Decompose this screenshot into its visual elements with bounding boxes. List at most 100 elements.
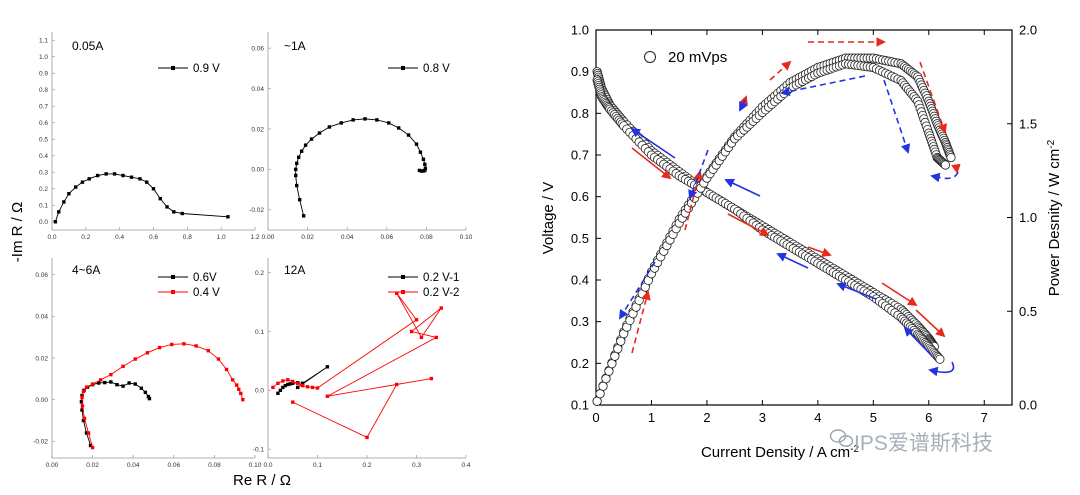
x-tick-label: 0.4 bbox=[115, 234, 124, 241]
data-point bbox=[158, 196, 162, 201]
data-point bbox=[278, 388, 283, 393]
data-point bbox=[291, 381, 295, 385]
y-tick-label: 0.06 bbox=[251, 45, 264, 52]
data-point bbox=[409, 329, 414, 334]
data-point bbox=[80, 395, 84, 400]
y-tick-label: 0.4 bbox=[39, 153, 48, 160]
x-tick-label: 0.08 bbox=[420, 234, 433, 241]
x-tick-label: 0.2 bbox=[362, 462, 371, 469]
shared-y-label: -Im R / Ω bbox=[9, 202, 26, 262]
data-point bbox=[239, 391, 243, 396]
x-tick-label: 7 bbox=[981, 410, 988, 425]
data-point bbox=[80, 404, 85, 408]
data-point bbox=[53, 220, 58, 224]
data-point bbox=[305, 385, 310, 389]
x-tick-label: 0.2 bbox=[81, 234, 90, 241]
data-point bbox=[112, 172, 117, 176]
legend-label: 0.2 V-2 bbox=[423, 287, 459, 299]
y-tick-label: 0.2 bbox=[39, 186, 48, 193]
y-tick-label: 0.02 bbox=[35, 355, 48, 362]
x-tick-label: 3 bbox=[759, 410, 766, 425]
data-point bbox=[417, 168, 422, 173]
data-point bbox=[81, 389, 86, 394]
x-tick-label: 0.06 bbox=[380, 234, 393, 241]
data-point bbox=[133, 357, 137, 361]
data-point bbox=[139, 386, 144, 390]
y-tick-label: 0.7 bbox=[39, 104, 48, 111]
data-point bbox=[121, 384, 125, 388]
scan-arrow-backward bbox=[688, 149, 709, 200]
x-tick-label: 0.10 bbox=[460, 234, 473, 241]
watermark-text: IPS爱谱斯科技 bbox=[854, 432, 993, 455]
x-tick-label: 0 bbox=[592, 410, 599, 425]
y-tick-label: 0.8 bbox=[571, 106, 589, 121]
y-tick-label: 0.5 bbox=[39, 137, 48, 144]
y2-tick-label: 2.0 bbox=[1019, 23, 1037, 38]
data-point bbox=[296, 155, 301, 159]
y-tick-label: 0.9 bbox=[571, 64, 589, 79]
data-point bbox=[406, 133, 411, 137]
y-tick-label: 0.2 bbox=[255, 270, 264, 277]
data-point bbox=[395, 382, 399, 387]
data-point bbox=[90, 382, 95, 386]
data-point bbox=[276, 391, 280, 395]
data-point bbox=[365, 435, 369, 440]
data-point bbox=[295, 161, 299, 166]
data-point bbox=[375, 118, 379, 122]
x-tick-label: 0.6 bbox=[149, 234, 158, 241]
data-point bbox=[86, 431, 91, 435]
legend-marker bbox=[171, 275, 175, 279]
data-point bbox=[423, 162, 427, 167]
data-point bbox=[281, 385, 285, 390]
x-tick-label: 0.02 bbox=[86, 462, 99, 469]
data-point bbox=[935, 354, 945, 364]
unit-superscript: -2 bbox=[850, 444, 859, 455]
data-point bbox=[303, 143, 308, 147]
eis-panel-12a: 0.0 0.1 0.2 0.3 0.4 -0.1 0.0 0.1 0.2 12A 0.2 V-1 0.… bbox=[253, 258, 471, 469]
data-point bbox=[299, 149, 304, 153]
data-point bbox=[109, 372, 113, 377]
data-point bbox=[300, 383, 305, 388]
x-tick-label: 0.0 bbox=[47, 234, 56, 241]
legend-label: 20 mVps bbox=[668, 49, 727, 66]
y-tick-label: 0.02 bbox=[251, 126, 264, 133]
x-axis-label: Current Density / A cm-2 bbox=[701, 444, 860, 461]
y-tick-label: 0.6 bbox=[39, 120, 48, 127]
data-point bbox=[237, 387, 241, 391]
legend-marker bbox=[401, 290, 405, 294]
data-point bbox=[127, 381, 131, 385]
data-point bbox=[88, 443, 93, 448]
data-point bbox=[80, 393, 84, 398]
data-point bbox=[216, 357, 221, 361]
y2-tick-label: 1.0 bbox=[1019, 210, 1037, 225]
y-tick-label: 0.8 bbox=[39, 87, 48, 94]
scan-arrow-forward bbox=[807, 246, 832, 257]
data-point bbox=[206, 349, 211, 353]
scan-arrow-forward bbox=[631, 290, 651, 354]
y-tick-label: 0.1 bbox=[571, 398, 589, 413]
data-point bbox=[99, 378, 103, 382]
y2-axis-label: Power Desnity / W cm-2 bbox=[1046, 139, 1063, 296]
legend-marker bbox=[644, 51, 656, 63]
plot-frame bbox=[595, 29, 1013, 406]
data-point bbox=[434, 335, 438, 340]
y-tick-label: 0.6 bbox=[571, 189, 589, 204]
x-tick-label: 4 bbox=[814, 410, 821, 425]
scan-arrow-backward bbox=[903, 326, 933, 357]
y-tick-label: 0.0 bbox=[39, 219, 48, 226]
data-point bbox=[96, 381, 101, 385]
legend-label: 0.9 V bbox=[193, 63, 220, 75]
unit-superscript: -2 bbox=[1046, 139, 1057, 148]
scan-arrow-backward bbox=[776, 252, 809, 269]
data-point bbox=[165, 205, 169, 209]
x-tick-label: 0.0 bbox=[263, 462, 272, 469]
data-point bbox=[419, 169, 424, 173]
watermark: IPS爱谱斯科技 bbox=[829, 429, 993, 455]
data-point bbox=[297, 197, 302, 202]
data-point bbox=[421, 157, 426, 161]
y-tick-label: 0.4 bbox=[571, 273, 589, 288]
data-point bbox=[395, 291, 399, 295]
scan-arrow-backward bbox=[618, 261, 656, 320]
x-tick-label: 0.00 bbox=[262, 234, 275, 241]
